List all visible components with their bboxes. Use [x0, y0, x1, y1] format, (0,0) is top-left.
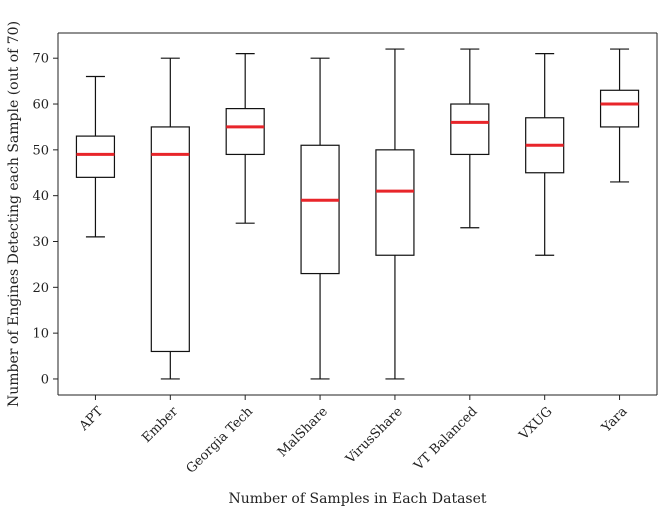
box-malshare	[300, 57, 340, 380]
box-virusshare	[375, 48, 415, 380]
y-tick-label: 40	[32, 189, 49, 204]
box-apt	[75, 75, 116, 238]
box-vxug	[525, 53, 565, 256]
iqr-box	[450, 103, 490, 156]
axes	[57, 32, 658, 396]
x-tick-label: Ember	[139, 404, 181, 446]
x-tick-labels: APT Ember Georgia Tech MalShare VirusShare VT…	[76, 395, 631, 477]
x-tick-label: VirusShare	[342, 404, 406, 468]
y-tick-label: 0	[41, 372, 49, 387]
iqr-box	[599, 89, 640, 128]
y-tick-label: 20	[32, 281, 49, 296]
y-tick-label: 30	[32, 235, 49, 250]
box-georgia-tech	[225, 53, 265, 224]
iqr-box	[300, 144, 340, 275]
y-tick-label: 60	[32, 98, 49, 113]
iqr-box	[150, 126, 190, 353]
box-ember	[150, 57, 190, 380]
y-tick-label: 50	[32, 143, 49, 158]
x-tick-label: APT	[76, 404, 107, 435]
y-tick-label: 10	[32, 327, 49, 342]
iqr-box	[225, 108, 265, 156]
box-vt-balanced	[450, 48, 490, 229]
boxes	[75, 48, 640, 380]
x-tick-label: Georgia Tech	[184, 404, 257, 477]
iqr-box	[75, 135, 116, 178]
x-tick-label: Yara	[598, 404, 630, 436]
box-yara	[599, 48, 640, 183]
y-axis-title: Number of Engines Detecting each Sample …	[6, 21, 22, 407]
iqr-box	[375, 149, 415, 256]
y-tick-labels: 0 10 20 30 40 50 60 70	[32, 52, 58, 387]
y-tick-label: 70	[32, 52, 49, 67]
x-tick-label: VT Balanced	[411, 404, 481, 474]
x-axis-title: Number of Samples in Each Dataset	[228, 491, 486, 507]
x-tick-label: MalShare	[275, 404, 331, 460]
x-tick-label: VXUG	[516, 404, 556, 444]
